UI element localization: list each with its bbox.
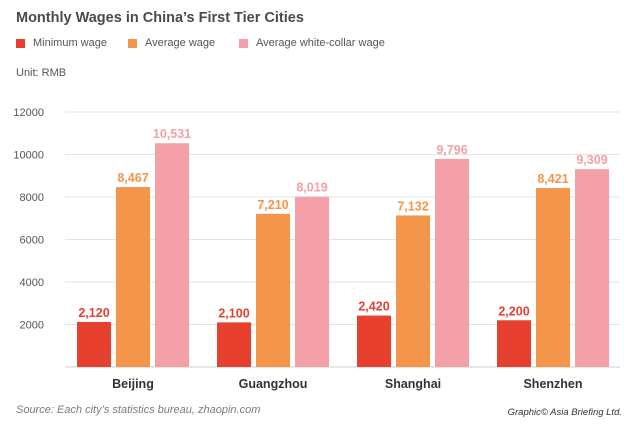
category-label-guangzhou: Guangzhou bbox=[239, 377, 308, 391]
bar-shanghai-average-white-collar-wage bbox=[435, 158, 469, 367]
y-tick-label-6000: 6000 bbox=[20, 235, 44, 247]
legend-label-minimum-wage: Minimum wage bbox=[33, 37, 107, 49]
legend-label-average-wage: Average wage bbox=[145, 37, 216, 49]
bar-shanghai-average-wage bbox=[396, 215, 430, 367]
data-label-shenzhen-minimum-wage: 2,200 bbox=[498, 304, 529, 318]
data-label-guangzhou-average-wage: 7,210 bbox=[257, 198, 288, 212]
legend-swatch-minimum-wage bbox=[16, 38, 25, 48]
bar-shenzhen-average-white-collar-wage bbox=[575, 169, 609, 367]
data-label-guangzhou-minimum-wage: 2,100 bbox=[218, 306, 249, 320]
y-tick-label-10000: 10000 bbox=[13, 150, 44, 162]
data-label-beijing-minimum-wage: 2,120 bbox=[78, 306, 109, 320]
data-label-shanghai-minimum-wage: 2,420 bbox=[358, 300, 389, 314]
data-label-shanghai-average-white-collar-wage: 9,796 bbox=[436, 143, 467, 157]
bar-guangzhou-average-white-collar-wage bbox=[295, 196, 329, 367]
source-note: Source: Each city’s statistics bureau, z… bbox=[16, 404, 261, 416]
bar-beijing-average-wage bbox=[116, 187, 150, 367]
legend-swatch-average-wage bbox=[128, 38, 137, 48]
y-tick-label-12000: 12000 bbox=[13, 107, 44, 119]
y-tick-label-2000: 2000 bbox=[20, 320, 44, 332]
bar-beijing-average-white-collar-wage bbox=[155, 143, 189, 367]
bar-shanghai-minimum-wage bbox=[357, 315, 391, 367]
bar-shenzhen-minimum-wage bbox=[497, 320, 531, 367]
data-label-shenzhen-average-wage: 8,421 bbox=[537, 172, 568, 186]
y-tick-label-4000: 4000 bbox=[20, 277, 44, 289]
chart-legend: Minimum wage Average wage Average white-… bbox=[16, 37, 616, 51]
legend-item-average-wage: Average wage bbox=[128, 37, 215, 49]
data-label-guangzhou-average-white-collar-wage: 8,019 bbox=[296, 181, 327, 195]
legend-item-minimum-wage: Minimum wage bbox=[16, 37, 107, 49]
bar-guangzhou-minimum-wage bbox=[217, 322, 251, 367]
unit-label: Unit: RMB bbox=[16, 67, 67, 79]
category-label-shanghai: Shanghai bbox=[385, 377, 441, 391]
bar-guangzhou-average-wage bbox=[256, 213, 290, 367]
data-label-shenzhen-average-white-collar-wage: 9,309 bbox=[576, 153, 607, 167]
category-label-shenzhen: Shenzhen bbox=[523, 377, 582, 391]
data-label-beijing-average-white-collar-wage: 10,531 bbox=[153, 127, 191, 141]
legend-item-average-white-collar-wage: Average white-collar wage bbox=[239, 37, 385, 49]
category-label-beijing: Beijing bbox=[112, 377, 154, 391]
data-label-beijing-average-wage: 8,467 bbox=[117, 171, 148, 185]
graphic-credit: Graphic© Asia Briefing Ltd. bbox=[507, 407, 622, 418]
chart-title: Monthly Wages in China’s First Tier Citi… bbox=[16, 10, 304, 26]
data-label-shanghai-average-wage: 7,132 bbox=[397, 199, 428, 213]
y-tick-label-8000: 8000 bbox=[20, 192, 44, 204]
legend-label-average-white-collar-wage: Average white-collar wage bbox=[256, 37, 385, 49]
bar-shenzhen-average-wage bbox=[536, 188, 570, 367]
legend-swatch-average-white-collar-wage bbox=[239, 38, 248, 48]
bar-beijing-minimum-wage bbox=[77, 321, 111, 367]
